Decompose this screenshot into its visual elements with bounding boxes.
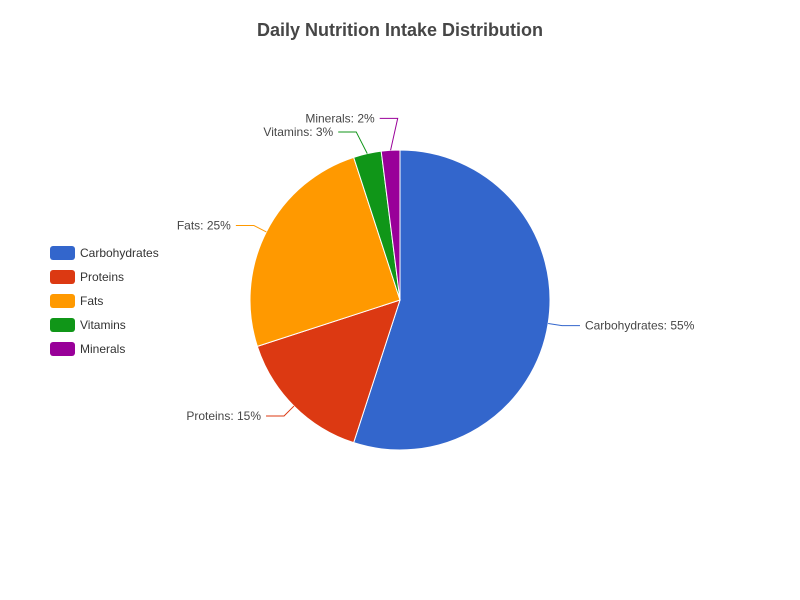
pie-slice-minerals[interactable] [380, 149, 401, 301]
slice-label-minerals: Minerals: 2% [305, 111, 375, 125]
slice-label-proteins: Proteins: 15% [186, 409, 261, 423]
leader-line-vitamins [338, 131, 368, 154]
legend-label-minerals: Minerals [80, 342, 126, 356]
legend-swatch-minerals [50, 342, 75, 356]
legend: Carbohydrates Proteins Fats Vitamins Min… [50, 241, 159, 361]
legend-label-proteins: Proteins [80, 270, 125, 284]
slice-label-carbohydrates: Carbohydrates: 55% [585, 319, 695, 333]
leader-line-proteins [266, 405, 295, 417]
leader-line-carbohydrates [548, 322, 580, 327]
leader-line-minerals [379, 117, 399, 151]
legend-label-vitamins: Vitamins [80, 318, 126, 332]
slice-label-fats: Fats: 25% [177, 219, 231, 233]
legend-item-fats[interactable]: Fats [50, 289, 159, 313]
pie-slice-proteins[interactable] [256, 299, 401, 444]
legend-label-fats: Fats [80, 294, 104, 308]
leader-line-fats [235, 225, 267, 233]
pie-slice-carbohydrates[interactable] [353, 149, 551, 451]
legend-item-carbohydrates[interactable]: Carbohydrates [50, 241, 159, 265]
legend-item-minerals[interactable]: Minerals [50, 337, 159, 361]
legend-label-carbohydrates: Carbohydrates [80, 246, 159, 260]
chart-title: Daily Nutrition Intake Distribution [256, 20, 543, 40]
legend-swatch-carbohydrates [50, 246, 75, 260]
legend-swatch-fats [50, 294, 75, 308]
legend-swatch-vitamins [50, 318, 75, 332]
legend-item-vitamins[interactable]: Vitamins [50, 313, 159, 337]
slice-label-vitamins: Vitamins: 3% [263, 125, 333, 139]
legend-item-proteins[interactable]: Proteins [50, 265, 159, 289]
legend-swatch-proteins [50, 270, 75, 284]
pie-slice-fats[interactable] [249, 156, 401, 347]
